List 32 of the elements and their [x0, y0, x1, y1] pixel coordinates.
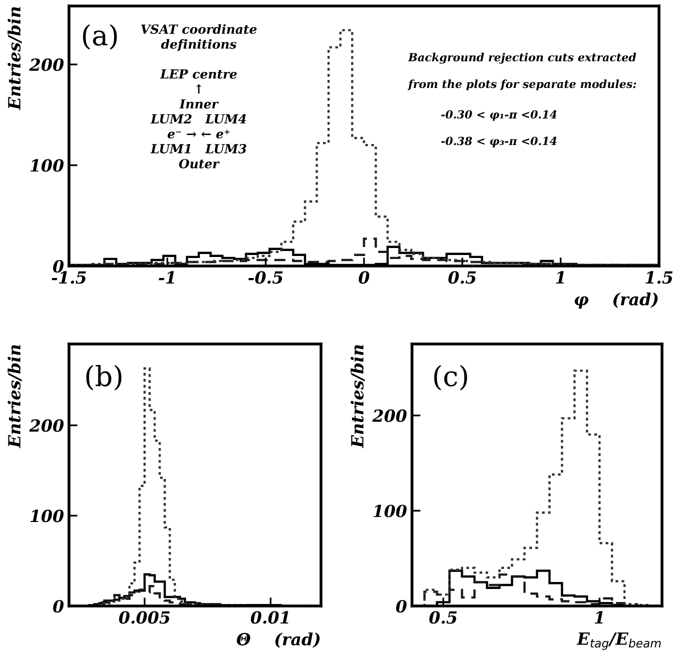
x-tick-label: 0.5 [429, 611, 457, 624]
x-tick-label: -1.5 [52, 271, 86, 284]
y-tick-label: 200 [372, 409, 407, 422]
x-tick-label: 0.005 [119, 611, 170, 624]
x-axis-title: φ (rad) [574, 292, 658, 309]
y-axis-title: Entries/bin [8, 7, 22, 110]
x-axis-title: E$_{tag}$/E$_{beam}$ [576, 632, 661, 650]
text: -0.30 < φ₁-π <0.14 -0.38 < φ₃-π <0.14 [441, 110, 557, 148]
x-axis-title: Θ (rad) [236, 632, 320, 648]
x-tick-label: 1.5 [646, 271, 673, 284]
y-tick-label: 200 [29, 419, 64, 432]
text: Background rejection cuts extracted from the plots for separate modules: [408, 52, 636, 90]
x-tick-label: 1 [556, 271, 564, 284]
y-tick-label: 100 [30, 510, 64, 522]
y-tick-label: 200 [29, 58, 64, 72]
x-tick-label: -1 [158, 271, 174, 284]
y-tick-label: 0 [53, 600, 64, 613]
y-axis-title: Entries/bin [350, 345, 365, 448]
annotation: (a) [82, 24, 117, 50]
x-tick-label: 0 [358, 271, 370, 284]
y-tick-label: 100 [373, 504, 407, 518]
x-tick-label: 0.5 [448, 271, 476, 284]
x-tick-label: -0.5 [248, 271, 283, 284]
annotation: (b) [86, 364, 122, 390]
annotation: (c) [434, 364, 468, 390]
y-tick-label: 0 [53, 260, 64, 273]
y-tick-label: 0 [396, 600, 407, 613]
y-tick-label: 100 [30, 159, 64, 172]
text: VSAT coordinate definitions LEP centre ↑ Inner LUM2 LUM4 e⁻ → ← e⁺ LUM1 LUM3 Outer [141, 24, 257, 168]
x-tick-label: 1 [594, 611, 603, 624]
x-tick-label: 0.01 [250, 611, 288, 624]
y-axis-title: Entries/bin [8, 345, 22, 448]
